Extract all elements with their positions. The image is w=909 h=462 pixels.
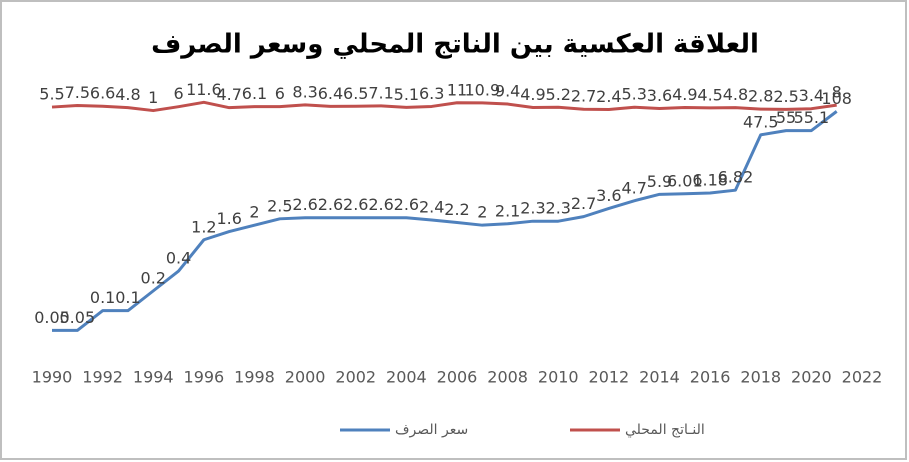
x-tick-label: 2016: [690, 368, 731, 387]
data-label: 2.6: [318, 195, 343, 214]
legend-label: النـاتج المحلي: [625, 422, 705, 438]
data-label: 5.3: [621, 85, 646, 104]
x-tick-label: 2020: [791, 368, 832, 387]
data-label: 6.6: [90, 84, 115, 103]
data-label: 10.9: [465, 80, 501, 99]
data-label: 0.4: [166, 249, 191, 268]
data-label: 2: [249, 203, 259, 222]
x-tick-label: 2010: [538, 368, 579, 387]
data-label: 1.2: [191, 217, 216, 236]
data-label: 6.18: [692, 170, 728, 189]
legend-label: سعر الصرف: [395, 422, 468, 438]
x-tick-label: 2018: [740, 368, 781, 387]
data-label: 2.6: [368, 195, 393, 214]
data-label: 0.1: [90, 288, 115, 307]
data-label: 7.5: [65, 83, 90, 102]
x-tick-label: 1994: [133, 368, 174, 387]
data-label: 2.6: [343, 195, 368, 214]
data-label: 11.6: [186, 80, 222, 99]
data-label: 2.5: [773, 87, 798, 106]
data-label: 4.7: [216, 85, 241, 104]
data-label: 8.3: [292, 82, 317, 101]
data-label: 0.05: [60, 308, 96, 327]
data-label: 2.2: [444, 200, 469, 219]
data-label: 2.4: [596, 87, 621, 106]
x-tick-label: 1990: [32, 368, 73, 387]
data-label: 108: [821, 89, 852, 108]
data-label: 6.4: [318, 84, 343, 103]
data-label: 2.8: [748, 87, 773, 106]
data-label: 6.5: [343, 84, 368, 103]
x-tick-label: 2002: [335, 368, 376, 387]
x-tick-label: 1996: [184, 368, 225, 387]
data-label: 47.5: [743, 112, 779, 131]
data-label: 6.1: [242, 84, 267, 103]
data-label: 2.5: [267, 196, 292, 215]
data-label: 2.6: [292, 195, 317, 214]
data-label: 3.4: [799, 86, 824, 105]
data-label: 4.9: [520, 85, 545, 104]
data-label: 5.1: [394, 85, 419, 104]
data-label: 1: [148, 88, 158, 107]
x-tick-label: 1998: [234, 368, 275, 387]
x-tick-label: 2004: [386, 368, 427, 387]
chart-title: العلاقة العكسية بين الناتج المحلي وسعر ا…: [151, 30, 759, 60]
data-label: 5.9: [647, 172, 672, 191]
data-label: 2.7: [571, 87, 596, 106]
data-label: 4.8: [723, 85, 748, 104]
data-label: 55.1: [794, 108, 830, 127]
data-label: 9.4: [495, 82, 520, 101]
x-tick-label: 2022: [842, 368, 883, 387]
data-label: 0.1: [115, 288, 140, 307]
data-label: 4.8: [115, 85, 140, 104]
data-label: 4.7: [621, 178, 646, 197]
data-label: 6.82: [718, 168, 754, 187]
x-tick-label: 2012: [589, 368, 630, 387]
data-label: 7.1: [368, 83, 393, 102]
data-label: 6.3: [419, 84, 444, 103]
data-label: 6.01: [667, 171, 703, 190]
data-label: 2.4: [419, 197, 444, 216]
data-label: 6: [173, 84, 183, 103]
data-label: 5.5: [39, 85, 64, 104]
data-label: 2.3: [520, 199, 545, 218]
data-label: 2.7: [571, 194, 596, 213]
data-label: 3.6: [647, 86, 672, 105]
data-label: 0.05: [34, 308, 70, 327]
data-label: 4.9: [672, 85, 697, 104]
x-tick-label: 2000: [285, 368, 326, 387]
data-label: 4.5: [697, 85, 722, 104]
data-label: 2.6: [394, 195, 419, 214]
data-label: 5.2: [546, 85, 571, 104]
data-label: 6: [275, 84, 285, 103]
data-label: 8: [832, 83, 842, 102]
series-line: [52, 110, 838, 332]
data-label: 2.1: [495, 201, 520, 220]
data-label: 3.6: [596, 186, 621, 205]
data-label: 2: [477, 203, 487, 222]
x-tick-label: 2008: [487, 368, 528, 387]
x-tick-label: 2006: [437, 368, 478, 387]
series-line: [51, 100, 837, 113]
data-label: 0.2: [141, 268, 166, 287]
x-tick-label: 2014: [639, 368, 680, 387]
x-tick-label: 1992: [82, 368, 123, 387]
data-label: 11: [447, 80, 467, 99]
data-label: 2.3: [546, 199, 571, 218]
data-label: 55: [776, 108, 796, 127]
data-label: 1.6: [216, 209, 241, 228]
